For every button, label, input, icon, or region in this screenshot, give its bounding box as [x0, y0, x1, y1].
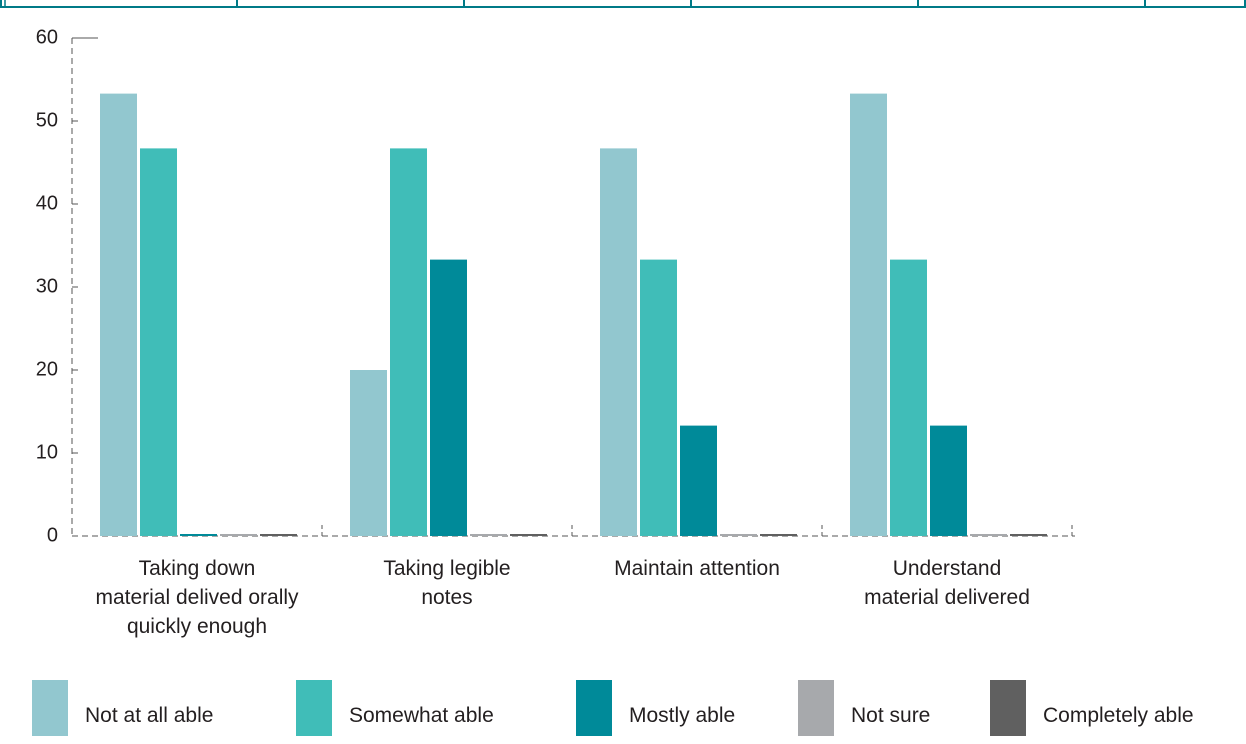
y-tick-label: 50: [36, 109, 58, 131]
bar: [1010, 534, 1047, 536]
legend-swatch: [32, 680, 68, 736]
legend-item: Not at all able: [32, 680, 213, 736]
x-tick-label: Taking legible notes: [383, 557, 511, 609]
legend-label: Not at all able: [85, 704, 214, 727]
bar: [680, 425, 717, 536]
bar: [390, 148, 427, 536]
legend-item: Mostly able: [576, 680, 735, 736]
legend-label: Completely able: [1043, 704, 1194, 727]
bar: [180, 534, 217, 536]
bar: [260, 534, 297, 536]
x-tick-label: Maintain attention: [614, 557, 780, 580]
bar: [220, 534, 257, 536]
y-tick-label: 40: [36, 192, 58, 214]
legend-item: Somewhat able: [296, 680, 494, 736]
bar: [640, 259, 677, 536]
legend-label: Not sure: [851, 704, 931, 727]
y-tick-label: 20: [36, 358, 58, 380]
y-tick-label: 60: [36, 26, 58, 48]
y-tick-label: 30: [36, 275, 58, 297]
legend-label: Somewhat able: [349, 704, 494, 727]
bar: [600, 148, 637, 536]
legend-item: Not sure: [798, 680, 930, 736]
bar: [140, 148, 177, 536]
legend-swatch: [990, 680, 1026, 736]
legend-swatch: [296, 680, 332, 736]
bar: [350, 370, 387, 536]
bar: [760, 534, 797, 536]
legend-swatch: [798, 680, 834, 736]
bar: [720, 534, 757, 536]
x-tick-label: Understand material delivered: [864, 557, 1030, 609]
bar: [430, 259, 467, 536]
y-tick-label: 10: [36, 441, 58, 463]
y-tick-label: 0: [47, 524, 58, 546]
bar: [100, 93, 137, 537]
x-tick-label: Taking down material delived orally quic…: [95, 557, 299, 638]
frame: [0, 0, 1246, 8]
legend-swatch: [576, 680, 612, 736]
bar: [890, 259, 927, 536]
legend-item: Completely able: [990, 680, 1194, 736]
bar: [510, 534, 547, 536]
bar: [470, 534, 507, 536]
bar: [930, 425, 967, 536]
bar: [970, 534, 1007, 536]
legend-label: Mostly able: [629, 704, 736, 727]
bar: [850, 93, 887, 537]
